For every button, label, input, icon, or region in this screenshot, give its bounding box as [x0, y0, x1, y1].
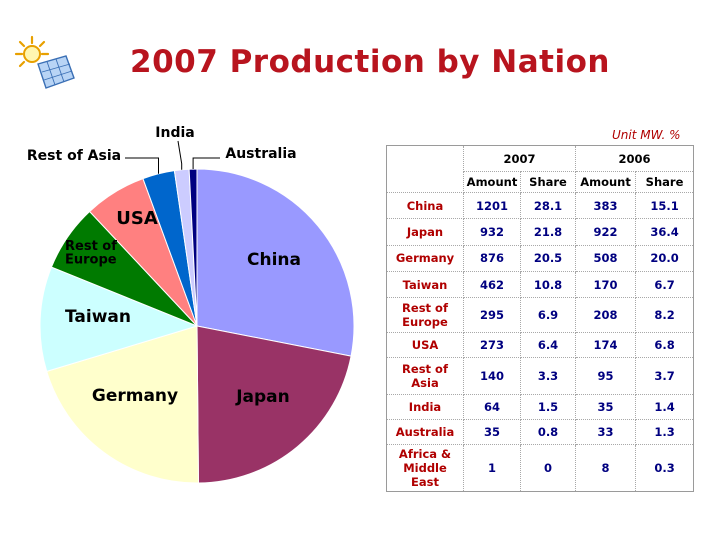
value-cell: 8.2: [635, 297, 695, 333]
nation-cell: India: [386, 393, 464, 420]
value-cell: 3.3: [519, 357, 577, 395]
value-cell: 21.8: [519, 218, 577, 246]
nation-cell: USA: [386, 331, 464, 359]
value-cell: 383: [575, 191, 637, 220]
value-cell: 295: [463, 297, 521, 333]
table-row: USA 273 6.4 174 6.8: [386, 331, 695, 359]
pie-label-taiwan: Taiwan: [65, 307, 131, 327]
value-cell: 33: [575, 418, 637, 446]
nation-cell: Taiwan: [386, 271, 464, 299]
subheader-amount: Amount: [575, 171, 637, 193]
nation-cell: Rest of Europe: [386, 297, 464, 333]
value-cell: 462: [463, 271, 521, 299]
table-row: Australia 35 0.8 33 1.3: [386, 418, 695, 446]
table-row: Japan 932 21.8 922 36.4: [386, 218, 695, 246]
value-cell: 273: [463, 331, 521, 359]
pie-slice-australia: [188, 168, 198, 327]
table-corner: [386, 145, 464, 193]
value-cell: 64: [463, 393, 521, 420]
pie-label-germany: Germany: [92, 386, 178, 406]
nation-cell: Germany: [386, 244, 464, 273]
value-cell: 35: [575, 393, 637, 420]
value-cell: 1: [463, 444, 521, 492]
nation-cell: Rest of Asia: [386, 357, 464, 395]
table-row: India 64 1.5 35 1.4: [386, 393, 695, 420]
table-row: Rest of Asia 140 3.3 95 3.7: [386, 357, 695, 395]
value-cell: 174: [575, 331, 637, 359]
pie-label-usa: USA: [116, 208, 158, 229]
pie-label-japan: Japan: [235, 387, 290, 407]
value-cell: 8: [575, 444, 637, 492]
pie-label-india: India: [155, 125, 194, 141]
table-body: China 1201 28.1 383 15.1 Japan 932 21.8 922 36.4 G…: [386, 191, 695, 492]
value-cell: 208: [575, 297, 637, 333]
value-cell: 20.0: [635, 244, 695, 273]
value-cell: 0.8: [519, 418, 577, 446]
value-cell: 932: [463, 218, 521, 246]
nation-cell: Africa & Middle East: [386, 444, 464, 492]
value-cell: 35: [463, 418, 521, 446]
value-cell: 6.8: [635, 331, 695, 359]
pie-label-australia: Australia: [225, 146, 296, 162]
year-header-2006: 2006: [575, 145, 695, 172]
value-cell: 3.7: [635, 357, 695, 395]
pie-slice-germany: [46, 325, 199, 484]
value-cell: 6.4: [519, 331, 577, 359]
value-cell: 95: [575, 357, 637, 395]
leader-line: [125, 157, 159, 174]
subheader-share: Share: [635, 171, 695, 193]
nation-cell: China: [386, 191, 464, 220]
value-cell: 10.8: [519, 271, 577, 299]
value-cell: 6.9: [519, 297, 577, 333]
value-cell: 6.7: [635, 271, 695, 299]
nation-cell: Japan: [386, 218, 464, 246]
value-cell: 922: [575, 218, 637, 246]
pie-label-rest-of-europe: Rest of Europe: [65, 239, 117, 268]
value-cell: 0.3: [635, 444, 695, 492]
table-row: Africa & Middle East 1 0 8 0.3: [386, 444, 695, 492]
table-row: Rest of Europe 295 6.9 208 8.2: [386, 297, 695, 333]
nation-cell: Australia: [386, 418, 464, 446]
value-cell: 508: [575, 244, 637, 273]
value-cell: 876: [463, 244, 521, 273]
pie-slice-taiwan: [39, 266, 199, 373]
unit-note: Unit MW. %: [612, 128, 681, 142]
value-cell: 28.1: [519, 191, 577, 220]
value-cell: 36.4: [635, 218, 695, 246]
value-cell: 1.5: [519, 393, 577, 420]
pie-slice-china: [196, 168, 355, 357]
value-cell: 1201: [463, 191, 521, 220]
pie-chart: China Japan Germany Taiwan Rest of Europe USA R…: [27, 125, 355, 484]
production-table: 2007 2006 Amount Share Amount Share Chin…: [386, 145, 695, 492]
value-cell: 140: [463, 357, 521, 395]
subheader-amount: Amount: [463, 171, 521, 193]
sun-solar-panel-icon: [14, 35, 75, 89]
value-cell: 1.3: [635, 418, 695, 446]
leader-line: [177, 140, 183, 170]
page-title: 2007 Production by Nation: [130, 44, 610, 80]
pie-label-rest-of-asia: Rest of Asia: [27, 148, 121, 164]
value-cell: 20.5: [519, 244, 577, 273]
leader-line: [192, 157, 220, 169]
value-cell: 0: [519, 444, 577, 492]
value-cell: 15.1: [635, 191, 695, 220]
table-row: Germany 876 20.5 508 20.0: [386, 244, 695, 273]
pie-label-china: China: [247, 250, 301, 270]
value-cell: 1.4: [635, 393, 695, 420]
value-cell: 170: [575, 271, 637, 299]
pie-slice-japan: [196, 325, 352, 484]
table-row: Taiwan 462 10.8 170 6.7: [386, 271, 695, 299]
year-header-2007: 2007: [462, 145, 577, 172]
table-row: China 1201 28.1 383 15.1: [386, 191, 695, 220]
subheader-share: Share: [519, 171, 577, 193]
